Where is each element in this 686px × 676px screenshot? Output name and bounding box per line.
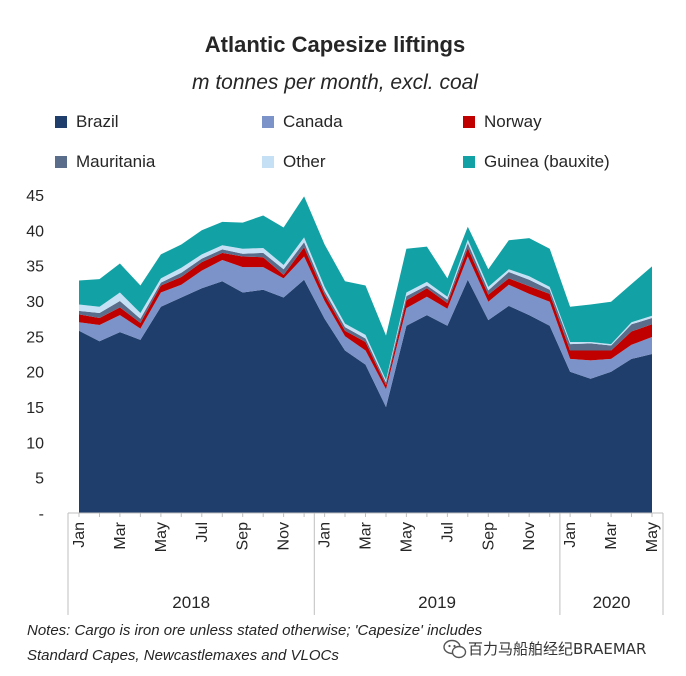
area-norway	[79, 247, 652, 390]
wechat-icon	[443, 639, 467, 659]
legend-item-brazil: Brazil	[55, 112, 119, 131]
x-tick-label: May	[644, 522, 661, 552]
area-canada	[79, 256, 652, 407]
legend: Brazil Canada Norway Mauritania Other Guinea …	[55, 112, 610, 171]
x-tick-label: Sep	[235, 522, 252, 551]
watermark: 百力马船舶经纪BRAEMAR	[443, 639, 646, 659]
x-tick-label: Jul	[439, 522, 456, 542]
legend-item-other: Other	[262, 152, 326, 171]
y-tick-label: 40	[26, 223, 44, 240]
year-label: 2018	[172, 593, 210, 612]
legend-label: Other	[283, 152, 326, 171]
legend-item-canada: Canada	[262, 112, 343, 131]
x-tick-label: May	[398, 522, 415, 552]
y-tick-label: 25	[26, 329, 44, 346]
legend-item-guinea-bauxite: Guinea (bauxite)	[463, 152, 610, 171]
legend-swatch	[55, 156, 67, 168]
x-tick-label: Nov	[521, 522, 538, 550]
legend-swatch	[262, 116, 274, 128]
x-tick-label: Jan	[562, 522, 579, 548]
stacked-areas	[79, 196, 652, 513]
legend-swatch	[262, 156, 274, 168]
y-axis-ticks: - 5 10 15 20 25 30 35 40 45	[26, 188, 44, 523]
x-tick-label: Jan	[317, 522, 334, 548]
year-labels: 2018 2019 2020	[172, 513, 664, 615]
y-tick-label: 35	[26, 259, 44, 276]
area-guinea-bauxite	[79, 196, 652, 381]
x-tick-label: Jan	[71, 522, 88, 548]
y-tick-label: 15	[26, 400, 44, 417]
y-tick-label: 20	[26, 365, 44, 382]
x-tick-label: May	[153, 522, 170, 552]
y-tick-label: 30	[26, 294, 44, 311]
legend-label: Mauritania	[76, 152, 156, 171]
legend-item-mauritania: Mauritania	[55, 152, 156, 171]
legend-swatch	[463, 116, 475, 128]
notes-line-1: Notes: Cargo is iron ore unless stated o…	[27, 622, 483, 639]
y-tick-label: 10	[26, 435, 44, 452]
x-tick-label: Mar	[603, 521, 620, 549]
area-brazil	[79, 279, 652, 513]
year-label: 2019	[418, 593, 456, 612]
legend-label: Guinea (bauxite)	[484, 152, 610, 171]
x-tick-label: Mar	[112, 521, 129, 549]
legend-swatch	[55, 116, 67, 128]
y-tick-label: 5	[35, 471, 44, 488]
legend-label: Brazil	[76, 112, 119, 131]
notes-line-2: Standard Capes, Newcastlemaxes and VLOCs	[27, 647, 339, 664]
x-axis-ticks: Jan Mar May Jul Sep Nov Jan Mar May Jul Sep Nov Jan M…	[71, 513, 661, 552]
year-label: 2020	[593, 593, 631, 612]
x-tick-label: Nov	[276, 522, 293, 550]
y-tick-label: 45	[26, 188, 44, 205]
chart-subtitle: m tonnes per month, excl. coal	[192, 71, 479, 94]
legend-label: Canada	[283, 112, 343, 131]
watermark-text: 百力马船舶经纪BRAEMAR	[468, 640, 646, 658]
area-mauritania	[79, 242, 652, 386]
legend-item-norway: Norway	[463, 112, 542, 131]
legend-swatch	[463, 156, 475, 168]
x-tick-label: Jul	[194, 522, 211, 542]
x-tick-label: Sep	[480, 522, 497, 551]
y-tick-label: -	[39, 506, 44, 523]
chart-title: Atlantic Capesize liftings	[205, 32, 465, 57]
x-tick-label: Mar	[358, 521, 375, 549]
legend-label: Norway	[484, 112, 542, 131]
